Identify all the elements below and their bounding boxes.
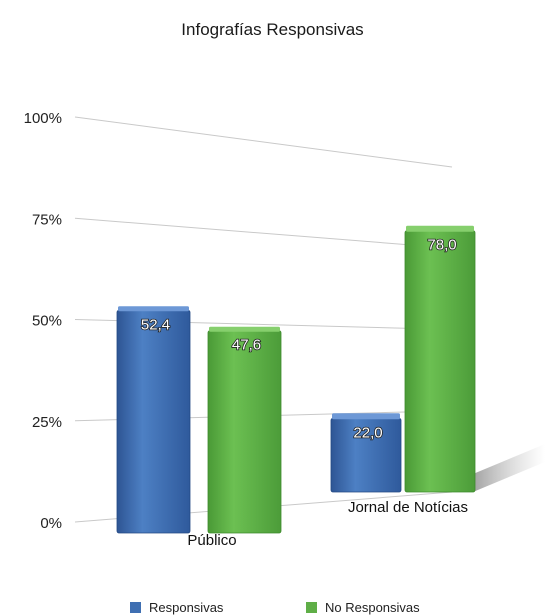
bar-top-face xyxy=(209,326,280,332)
legend-swatch-green xyxy=(306,602,317,613)
bar-top-face xyxy=(118,306,189,312)
y-tick-label: 25% xyxy=(32,414,62,431)
data-label: 52,4 xyxy=(141,316,170,333)
category-label: Jornal de Notícias xyxy=(348,499,468,516)
y-tick-label: 100% xyxy=(24,110,62,127)
y-tick-label: 0% xyxy=(40,515,62,532)
category-label: Público xyxy=(187,532,236,549)
y-tick-label: 75% xyxy=(32,211,62,228)
data-label: 47,6 xyxy=(232,337,261,354)
legend-item-no-responsivas: No Responsivas xyxy=(306,600,420,615)
bar-shadow xyxy=(473,444,545,492)
y-tick-label: 50% xyxy=(32,313,62,330)
bar-no-responsivas-1 xyxy=(404,230,476,493)
bar-top-face xyxy=(406,225,474,232)
legend-label-no-responsivas: No Responsivas xyxy=(325,600,420,615)
legend-label-responsivas: Responsivas xyxy=(149,600,224,615)
bar-responsivas-0 xyxy=(116,309,191,534)
gridline xyxy=(74,217,453,249)
gridline xyxy=(74,116,453,168)
data-label: 22,0 xyxy=(353,424,382,441)
legend-item-responsivas: Responsivas xyxy=(130,600,223,615)
bar-top-face xyxy=(332,413,400,420)
legend-swatch-blue xyxy=(130,602,141,613)
data-label: 78,0 xyxy=(427,237,456,254)
bar-no-responsivas-0 xyxy=(207,330,282,534)
chart-title: Infografías Responsivas xyxy=(181,20,364,39)
legend: Responsivas No Responsivas xyxy=(0,600,545,616)
